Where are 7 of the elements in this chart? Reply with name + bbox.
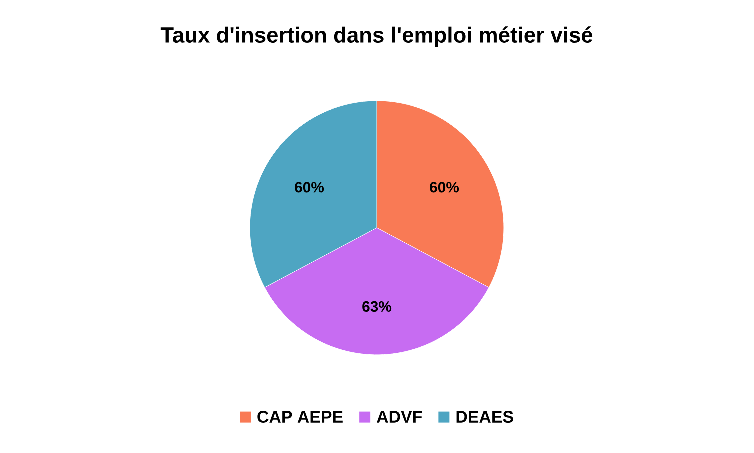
legend-label: ADVF — [376, 411, 422, 423]
chart-title: Taux d'insertion dans l'emploi métier visé — [160, 26, 593, 48]
legend-label: DEAES — [456, 410, 514, 423]
data-label: 60% — [430, 182, 460, 193]
data-label: 63% — [362, 301, 392, 312]
legend-label: CAP AEPE — [258, 410, 343, 423]
data-label: 60% — [295, 182, 324, 193]
